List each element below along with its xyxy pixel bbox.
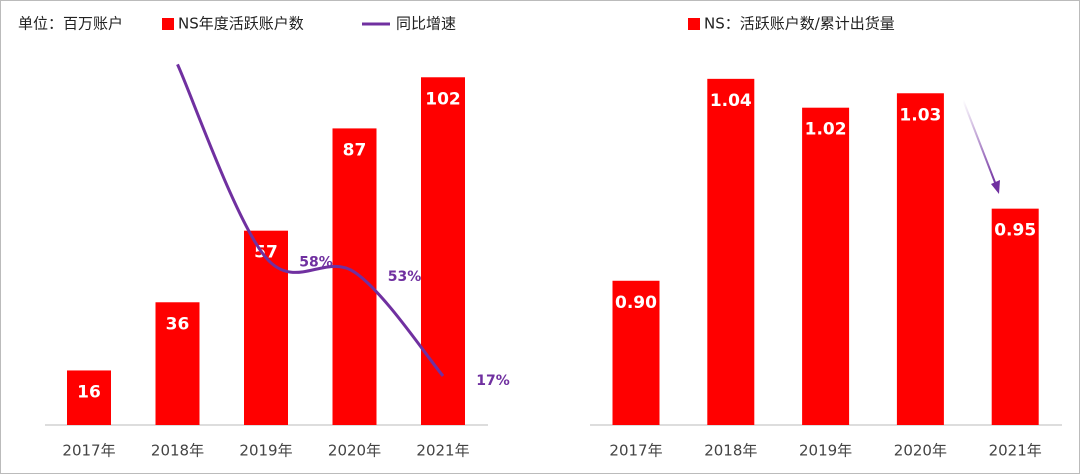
line-value-label: 17% [476, 373, 510, 389]
unit-label: 单位：百万账户 [18, 15, 123, 33]
legend-label: NS年度活跃账户数 [178, 15, 304, 33]
bar [421, 77, 465, 425]
bar-value-label: 0.90 [615, 293, 657, 313]
bar-value-label: 1.04 [710, 91, 752, 111]
bar [707, 78, 755, 425]
x-tick-label: 2021年 [416, 442, 469, 460]
bar [244, 230, 288, 425]
line-value-label: 58% [299, 255, 333, 271]
bar [67, 370, 111, 425]
bar [991, 208, 1039, 425]
x-tick-label: 2019年 [239, 442, 292, 460]
x-tick-label: 2017年 [609, 442, 662, 460]
x-tick-label: 2017年 [62, 442, 115, 460]
x-tick-label: 2019年 [799, 442, 852, 460]
bar [155, 302, 200, 425]
x-tick-label: 2018年 [704, 442, 757, 460]
bar [612, 280, 660, 425]
x-tick-label: 2018年 [151, 442, 204, 460]
line-value-label: 53% [388, 269, 422, 285]
bar-value-label: 87 [343, 140, 367, 160]
x-tick-label: 2020年 [894, 442, 947, 460]
legend-swatch [688, 18, 700, 30]
legend-label: NS：活跃账户数/累计出货量 [704, 15, 895, 33]
line [176, 63, 445, 377]
x-tick-label: 2021年 [989, 442, 1042, 460]
bar [332, 128, 377, 425]
bar-value-label: 16 [77, 382, 101, 402]
bar-value-label: 36 [166, 314, 190, 334]
legend-swatch [162, 18, 174, 30]
legend-label: 同比增速 [396, 15, 456, 33]
arrow [962, 99, 997, 186]
bar-value-label: 0.95 [994, 221, 1036, 241]
bar-value-label: 1.03 [899, 105, 941, 125]
bar-value-label: 1.02 [805, 120, 847, 140]
bar [802, 107, 850, 425]
x-tick-label: 2020年 [328, 442, 381, 460]
bar [896, 93, 944, 426]
bar-value-label: 102 [425, 89, 461, 109]
arrow-head [991, 180, 1000, 194]
